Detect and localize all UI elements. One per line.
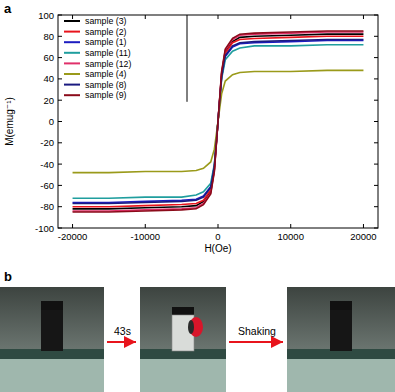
y-tick [58,185,62,186]
vial [330,310,352,351]
step-arrow [107,341,136,343]
y-tick-label: -40 [40,159,54,170]
step-arrow [229,341,283,343]
x-axis-label: H(Oe) [204,243,231,254]
legend-swatch [64,73,80,75]
plot-lines [73,31,364,212]
step-label: 43s [114,325,131,337]
y-tick [58,36,62,37]
photo [140,287,226,392]
vial [172,315,194,351]
vial-cap [172,307,194,315]
x-tick [218,224,219,228]
y-tick [58,100,62,101]
figure: a -100 -80 -60 -40 -20 0 20 40 60 80 100 -20000 -1000… [0,0,395,392]
x-tick [290,224,291,228]
bench [0,359,104,392]
y-tick [58,57,62,58]
y-tick-label: 20 [43,95,54,106]
y-tick [374,164,378,165]
photo [0,287,104,392]
step-label: Shaking [238,325,276,337]
x-tick-label: -20000 [58,231,88,242]
y-tick [374,78,378,79]
y-tick [374,121,378,122]
y-tick-label: 60 [43,52,54,63]
y-tick-label: 40 [43,73,54,84]
legend-label: sample (8) [85,80,127,90]
legend-swatch [64,84,80,86]
x-tick [145,224,146,228]
x-tick [363,15,364,19]
plot-frame [58,15,378,228]
y-tick [58,164,62,165]
bench [287,359,395,392]
y-tick [58,78,62,79]
x-tick [290,15,291,19]
legend-label: sample (9) [85,90,127,100]
bench [140,359,226,392]
y-tick [58,206,62,207]
vial [41,310,63,351]
legend-label: sample (2) [85,27,127,37]
legend-label: sample (11) [85,48,131,58]
legend-swatch [64,20,80,22]
y-tick [58,121,62,122]
y-tick [374,185,378,186]
x-tick-label: -10000 [130,231,160,242]
vial-cap [330,301,352,310]
y-tick-label: -80 [40,201,54,212]
y-tick [374,100,378,101]
y-tick [58,142,62,143]
y-tick-label: -20 [40,137,54,148]
series-line [73,31,364,212]
legend-label: sample (1) [85,37,127,47]
y-tick-label: -60 [40,180,54,191]
x-tick [218,15,219,19]
panel-label: a [4,1,12,16]
y-tick-label: 100 [38,10,54,21]
legend-swatch [64,31,80,33]
x-tick-label: 20000 [350,231,376,242]
y-tick [374,57,378,58]
y-tick-label: -100 [35,223,54,234]
y-tick-label: 80 [43,31,54,42]
x-tick [72,15,73,19]
legend-swatch [64,62,80,64]
panel-label: b [4,269,12,284]
legend-swatch [64,94,80,96]
y-axis-label: M(emug⁻¹) [4,97,15,146]
legend-label: sample (3) [85,16,127,26]
legend-swatch [64,41,80,43]
y-tick [374,142,378,143]
y-tick-label: 0 [49,116,54,127]
y-tick [374,206,378,207]
particles [188,320,194,334]
legend-label: sample (12) [85,59,132,69]
legend-border [187,15,188,102]
x-tick [363,224,364,228]
magnet [189,317,203,337]
legend-label: sample (4) [85,69,127,79]
x-tick-label: 0 [215,231,220,242]
x-tick [145,15,146,19]
y-tick [374,36,378,37]
legend-swatch [64,52,80,54]
photo [287,287,395,392]
x-tick [72,224,73,228]
vial-cap [41,301,63,310]
x-tick-label: 10000 [278,231,304,242]
